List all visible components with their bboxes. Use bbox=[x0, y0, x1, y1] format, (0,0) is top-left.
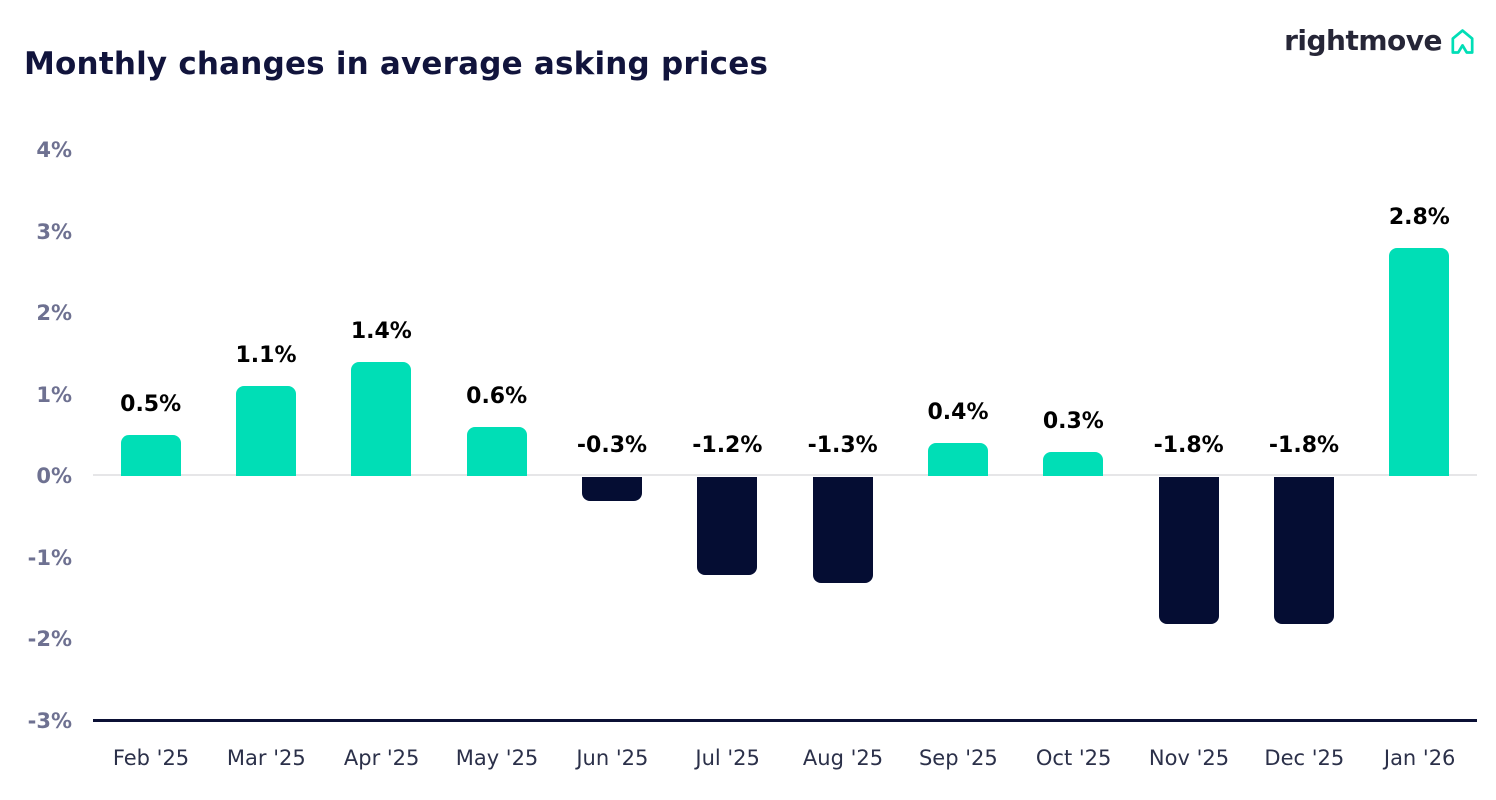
y-tick-label: 3% bbox=[36, 219, 72, 244]
bar bbox=[582, 477, 642, 502]
y-tick-label: -2% bbox=[27, 627, 72, 651]
bar bbox=[120, 435, 181, 476]
bar-value-label: 1.1% bbox=[235, 343, 297, 369]
bar-value-label: -1.3% bbox=[807, 433, 878, 458]
x-tick-label: Sep '25 bbox=[918, 746, 998, 770]
bar bbox=[928, 443, 988, 476]
zero-gridline bbox=[93, 474, 1477, 476]
rightmove-logo-text: rightmove bbox=[1284, 24, 1442, 57]
bar bbox=[466, 427, 527, 476]
x-tick-label: Dec '25 bbox=[1264, 746, 1345, 770]
y-tick-label: -3% bbox=[27, 708, 72, 733]
x-tick-label: Jul '25 bbox=[695, 746, 760, 770]
bar-value-label: 2.8% bbox=[1388, 204, 1450, 230]
x-tick-label: Mar '25 bbox=[226, 746, 306, 770]
y-tick-label: 4% bbox=[36, 138, 72, 162]
bar bbox=[697, 477, 758, 575]
bar bbox=[1158, 477, 1219, 624]
x-tick-label: Apr '25 bbox=[343, 746, 420, 770]
x-tick-label: May '25 bbox=[455, 746, 539, 770]
y-tick-label: 2% bbox=[36, 301, 72, 325]
x-tick-label: Feb '25 bbox=[112, 746, 190, 770]
bar bbox=[1043, 451, 1104, 476]
y-tick-label: -1% bbox=[27, 545, 72, 570]
rightmove-logo: rightmove bbox=[1284, 24, 1478, 58]
y-tick-label: 1% bbox=[36, 382, 72, 407]
y-tick-label: 0% bbox=[36, 464, 72, 488]
bar bbox=[1274, 477, 1334, 624]
x-tick-label: Nov '25 bbox=[1148, 746, 1230, 770]
bar bbox=[351, 361, 412, 476]
bar-value-label: -1.2% bbox=[692, 433, 763, 458]
bar-value-label: 0.5% bbox=[120, 392, 182, 418]
bar bbox=[1389, 247, 1450, 476]
x-tick-label: Aug '25 bbox=[802, 746, 884, 770]
x-tick-label: Jun '25 bbox=[576, 746, 649, 770]
bar-value-label: 0.6% bbox=[466, 384, 528, 410]
bar bbox=[812, 477, 873, 583]
bar bbox=[236, 386, 296, 476]
bar-value-label: 0.3% bbox=[1042, 408, 1104, 434]
x-tick-label: Oct '25 bbox=[1035, 746, 1112, 770]
bar-value-label: -0.3% bbox=[576, 433, 648, 458]
bar-value-label: 1.4% bbox=[350, 318, 412, 344]
x-tick-label: Jan '26 bbox=[1383, 746, 1456, 770]
bar-value-label: -1.8% bbox=[1268, 433, 1340, 458]
rightmove-house-icon bbox=[1451, 29, 1474, 54]
bar-value-label: 0.4% bbox=[927, 400, 989, 426]
page-title: Monthly changes in average asking prices bbox=[24, 46, 769, 82]
bar-value-label: -1.8% bbox=[1153, 433, 1224, 458]
x-axis-baseline bbox=[93, 719, 1477, 722]
